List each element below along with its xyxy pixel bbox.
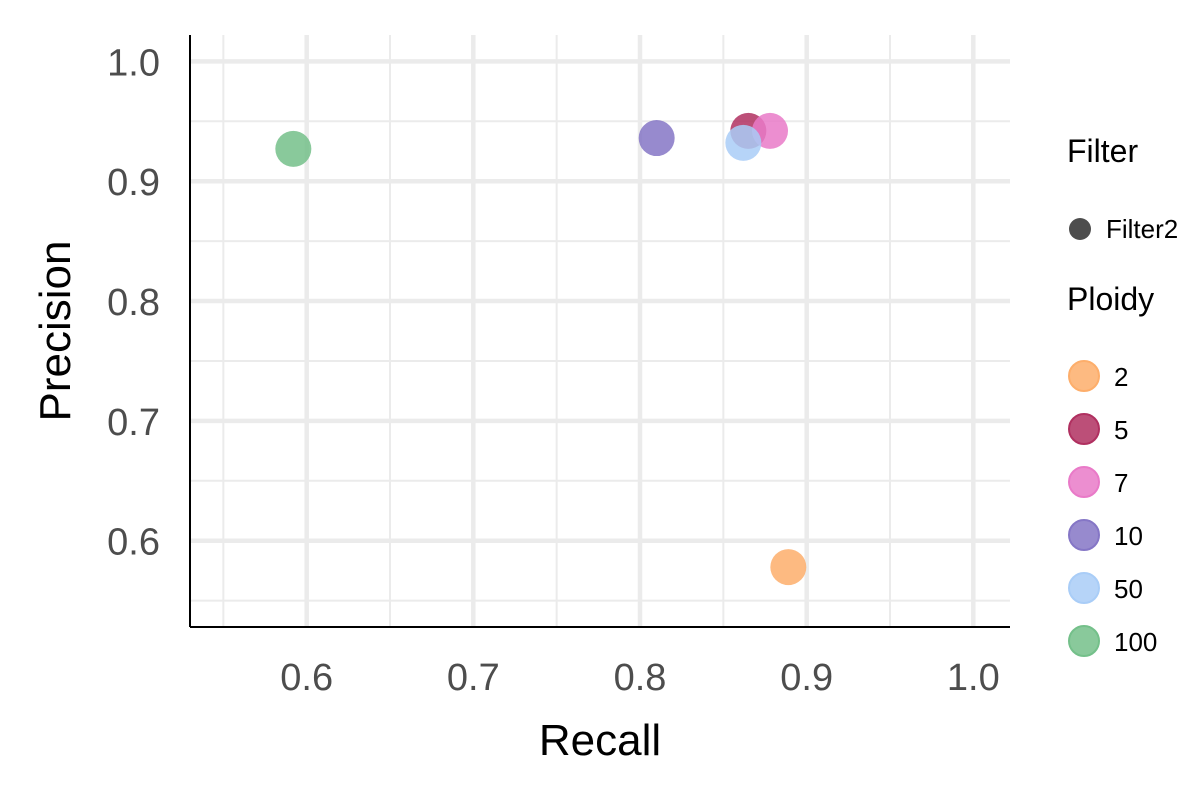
- y-axis-title: Precision: [31, 241, 80, 422]
- data-points: [275, 112, 807, 586]
- legend-key-ploidy: [1068, 625, 1100, 657]
- legend-label-ploidy: 7: [1114, 468, 1128, 498]
- legend-key-ploidy: [1068, 413, 1100, 445]
- legend-key-ploidy: [1068, 466, 1100, 498]
- x-axis-title: Recall: [539, 716, 661, 765]
- legend-title-ploidy: Ploidy: [1067, 281, 1154, 317]
- legend-label-filter: Filter2: [1106, 214, 1178, 244]
- tick-labels: 0.6 0.7 0.8 0.9 1.0 0.6 0.7 0.8 0.9 1.0: [107, 42, 1000, 699]
- axes: [189, 35, 1010, 628]
- grid: [190, 35, 1010, 627]
- data-point-ploidy-2: [770, 549, 807, 586]
- y-tick-label: 1.0: [107, 42, 160, 84]
- x-tick-label: 0.7: [447, 657, 500, 699]
- legend-key-ploidy: [1068, 519, 1100, 551]
- data-point-ploidy-10: [638, 120, 675, 157]
- x-tick-label: 0.6: [280, 657, 333, 699]
- y-tick-label: 0.9: [107, 162, 160, 204]
- legend-title-filter: Filter: [1067, 133, 1138, 169]
- data-point-ploidy-50: [725, 124, 762, 161]
- y-tick-label: 0.8: [107, 282, 160, 324]
- y-tick-label: 0.6: [107, 522, 160, 564]
- legend-label-ploidy: 50: [1114, 574, 1143, 604]
- legend: Filter Filter2 Ploidy 2 5 7 10 50 100: [1067, 133, 1178, 657]
- x-tick-label: 0.8: [614, 657, 667, 699]
- legend-label-ploidy: 5: [1114, 415, 1128, 445]
- legend-label-ploidy: 2: [1114, 362, 1128, 392]
- legend-label-ploidy: 10: [1114, 521, 1143, 551]
- legend-label-ploidy: 100: [1114, 627, 1157, 657]
- x-tick-label: 0.9: [780, 657, 833, 699]
- legend-key-filter: [1069, 218, 1091, 240]
- legend-key-ploidy: [1068, 360, 1100, 392]
- x-tick-label: 1.0: [947, 657, 1000, 699]
- legend-key-ploidy: [1068, 572, 1100, 604]
- data-point-ploidy-100: [275, 130, 312, 167]
- y-tick-label: 0.7: [107, 402, 160, 444]
